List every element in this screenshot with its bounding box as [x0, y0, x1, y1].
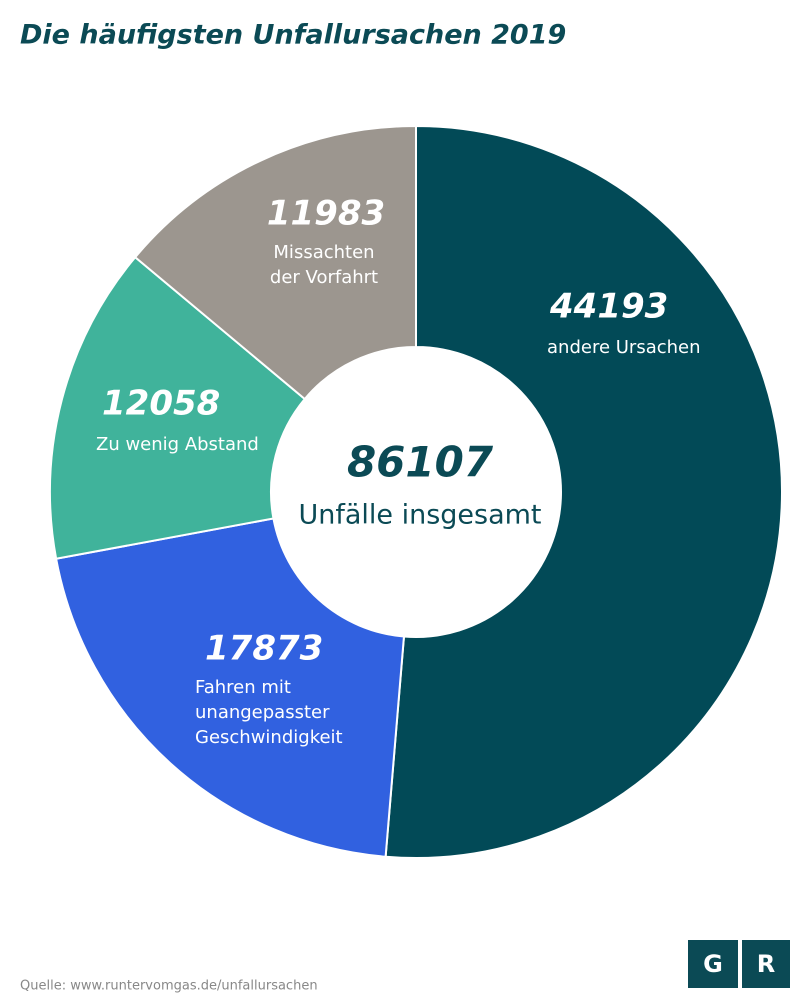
total-label: Unfälle insgesamt	[298, 500, 541, 531]
logo-letter: R	[757, 950, 775, 978]
source: Quelle: www.runtervomgas.de/unfallursach…	[20, 979, 318, 994]
donut-slice	[54, 517, 406, 858]
category-label: Missachten	[273, 242, 374, 263]
category-label: Zu wenig Abstand	[96, 434, 259, 455]
value-label: 17873	[205, 629, 323, 669]
donut-slice	[49, 255, 307, 560]
chart-title: Die häufigsten Unfallursachen 2019	[20, 20, 566, 51]
value-label: 44193	[549, 287, 668, 327]
donut-slice	[133, 124, 417, 401]
total-value: 86107	[347, 438, 494, 487]
category-label: Fahren mit	[195, 677, 291, 698]
value-label: 12058	[102, 384, 220, 424]
logo-letter: G	[703, 950, 723, 978]
category-label: der Vorfahrt	[270, 267, 378, 288]
donut-slice	[384, 124, 783, 859]
category-label: Geschwindigkeit	[195, 727, 343, 748]
logo-box	[742, 940, 790, 988]
value-label: 11983	[267, 194, 385, 234]
logo-box	[688, 940, 738, 988]
category-label: andere Ursachen	[547, 337, 701, 358]
category-label: unangepasster	[195, 702, 330, 723]
